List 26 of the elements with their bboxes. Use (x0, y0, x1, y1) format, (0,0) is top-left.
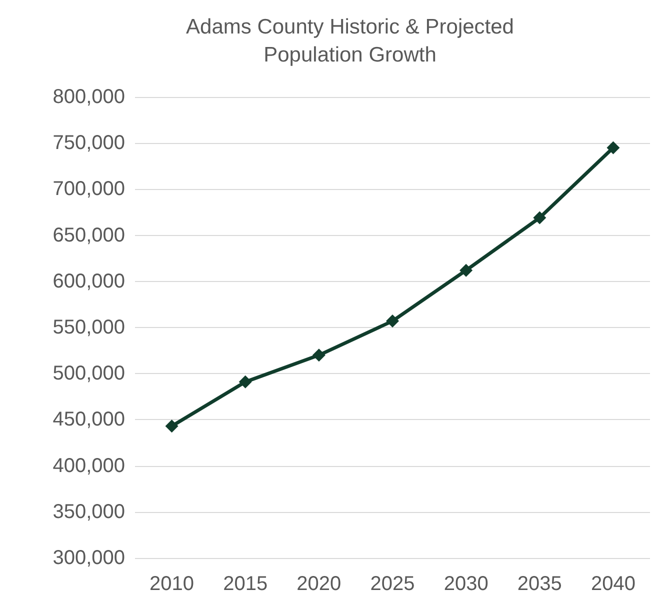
x-tick-label: 2040 (590, 573, 636, 595)
x-tick-label: 2015 (223, 573, 268, 595)
point (533, 211, 546, 224)
point (386, 314, 399, 328)
x-tick-label: 2010 (150, 573, 194, 595)
x-tick-label: 2025 (370, 573, 415, 595)
y-tick-label: 450,000 (52, 408, 125, 431)
y-tick-label: 800,000 (52, 86, 125, 108)
x-tick-label: 2020 (296, 573, 342, 595)
y-tick-label: 750,000 (52, 132, 125, 154)
y-tick-label: 600,000 (52, 270, 125, 292)
y-tick-label: 550,000 (52, 316, 125, 338)
point (312, 348, 326, 362)
point (606, 141, 620, 154)
y-tick-label: 700,000 (52, 178, 125, 200)
y-tick-label: 300,000 (52, 547, 125, 569)
point (238, 375, 252, 388)
y-tick-label: 400,000 (52, 454, 125, 477)
point (165, 420, 178, 433)
y-tick-label: 500,000 (52, 362, 125, 385)
point (460, 264, 473, 277)
y-tick-label: 350,000 (52, 500, 125, 523)
chart-title: Adams County Historic & Projected Population Growth (186, 16, 514, 66)
y-tick-label: 650,000 (52, 224, 125, 246)
x-tick-label: 2030 (444, 573, 488, 595)
x-tick-label: 2035 (517, 573, 562, 595)
